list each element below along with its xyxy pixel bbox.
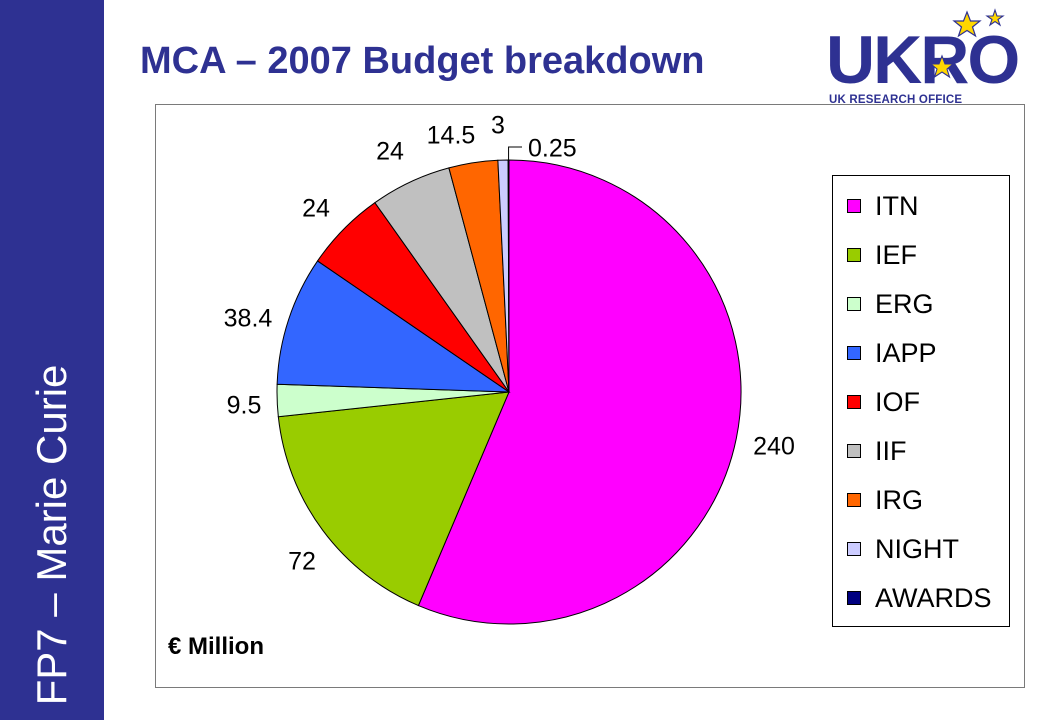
legend-item-ief: IEF: [847, 235, 917, 275]
chart-legend: ITN IEF ERG IAPP IOF IIF IRG NIGHT AWARDS: [832, 175, 1010, 627]
legend-swatch: [847, 346, 861, 360]
pie-slice-ief: [277, 391, 510, 607]
legend-label: IAPP: [875, 337, 937, 368]
star-icon: [952, 10, 982, 38]
legend-item-awards: AWARDS: [847, 578, 992, 618]
legend-swatch: [847, 248, 861, 262]
legend-label: IRG: [875, 484, 924, 515]
data-label-iif: 24: [376, 138, 404, 166]
legend-label: IIF: [875, 435, 907, 466]
legend-item-irg: IRG: [847, 480, 923, 520]
star-icon: [929, 54, 955, 79]
unit-note: € Million: [168, 633, 264, 660]
legend-item-iapp: IAPP: [847, 333, 937, 373]
legend-swatch: [847, 493, 861, 507]
legend-label: NIGHT: [875, 533, 959, 564]
star-icon: [985, 8, 1005, 27]
logo-stars: [929, 8, 1005, 79]
legend-label: IOF: [875, 386, 920, 417]
data-label-night: 3: [491, 112, 505, 140]
legend-swatch: [847, 591, 861, 605]
sidebar-band: FP7 – Marie Curie: [0, 0, 104, 720]
legend-swatch: [847, 199, 861, 213]
ukro-logo: UKRO UK RESEARCH OFFICE: [826, 8, 1026, 108]
pie-chart: 240 72 9.5 38.4 24 24 14.5 3 0.25: [224, 112, 795, 625]
legend-item-iif: IIF: [847, 431, 907, 471]
legend-label: AWARDS: [875, 582, 992, 613]
pie-slice-iapp: [276, 260, 511, 393]
logo-wordmark: UKRO: [826, 22, 1020, 98]
data-label-itn: 240: [753, 433, 795, 461]
data-label-erg: 9.5: [227, 392, 262, 420]
data-label-irg: 14.5: [427, 122, 476, 150]
legend-label: IEF: [875, 239, 918, 270]
chart-area: 240 72 9.5 38.4 24 24 14.5 3 0.25 ITN IEF ERG IAPP I…: [155, 104, 1025, 688]
legend-item-itn: ITN: [847, 186, 919, 226]
legend-swatch: [847, 444, 861, 458]
legend-item-night: NIGHT: [847, 529, 959, 569]
legend-swatch: [847, 395, 861, 409]
legend-swatch: [847, 542, 861, 556]
data-label-awards: 0.25: [528, 135, 577, 163]
logo-subtitle: UK RESEARCH OFFICE: [829, 94, 963, 106]
data-label-iapp: 38.4: [224, 305, 273, 333]
legend-swatch: [847, 297, 861, 311]
pie-slice-itn: [417, 159, 742, 625]
data-label-iof: 24: [302, 195, 330, 223]
legend-item-erg: ERG: [847, 284, 934, 324]
leader-line: [508, 146, 522, 161]
legend-item-iof: IOF: [847, 382, 920, 422]
page-title: MCA – 2007 Budget breakdown: [140, 40, 705, 82]
legend-label: ERG: [875, 288, 934, 319]
sidebar-label: FP7 – Marie Curie: [28, 364, 75, 706]
legend-label: ITN: [875, 190, 919, 221]
data-label-ief: 72: [288, 548, 316, 576]
